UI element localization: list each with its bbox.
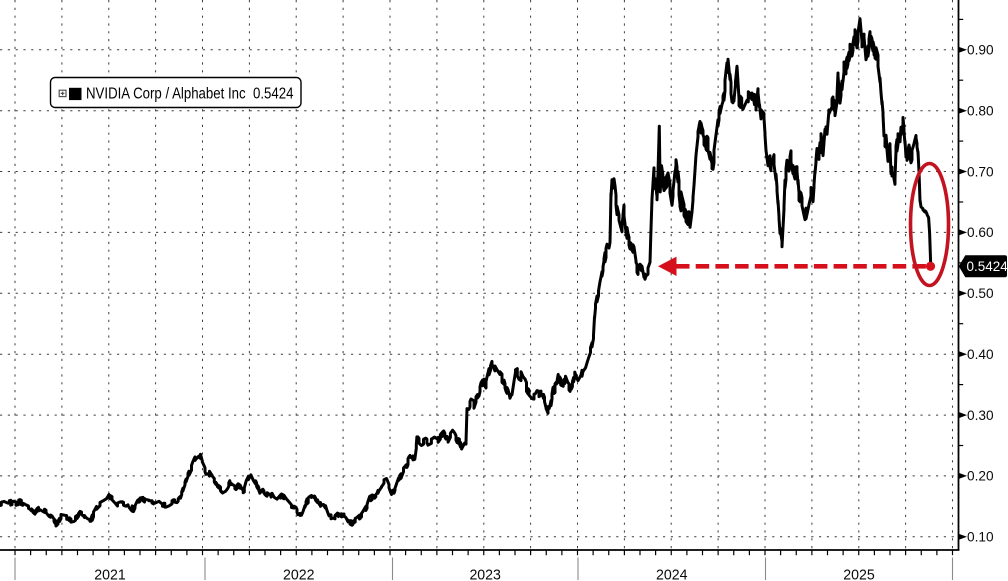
svg-text:0.70: 0.70 [967,163,994,179]
svg-text:0.20: 0.20 [967,468,994,484]
svg-text:2022: 2022 [283,567,315,581]
svg-text:0.10: 0.10 [967,529,994,545]
svg-text:0.50: 0.50 [967,285,994,301]
svg-text:0.5424: 0.5424 [967,258,1008,274]
svg-text:0.60: 0.60 [967,224,994,240]
svg-text:2024: 2024 [656,567,688,581]
svg-text:0.40: 0.40 [967,346,994,362]
svg-text:2025: 2025 [843,567,875,581]
svg-text:2021: 2021 [94,567,126,581]
svg-text:0.80: 0.80 [967,103,994,119]
svg-text:0.30: 0.30 [967,407,994,423]
svg-text:NVIDIA Corp / Alphabet Inc 0.: NVIDIA Corp / Alphabet Inc 0.5424 [86,85,294,102]
svg-text:2023: 2023 [469,567,501,581]
svg-text:0.90: 0.90 [967,42,994,58]
